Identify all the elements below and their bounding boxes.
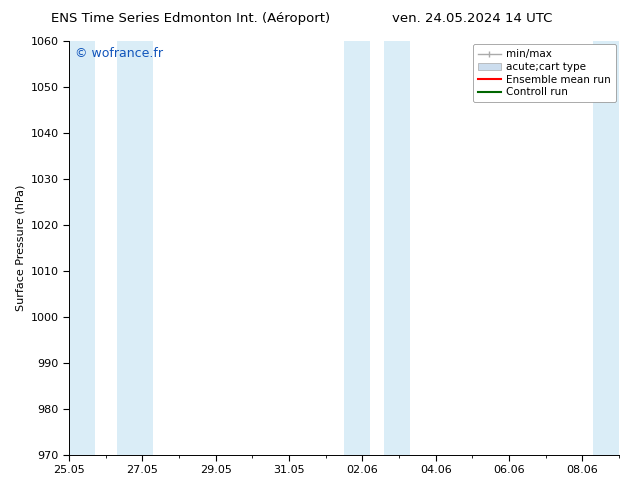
- Bar: [593, 41, 619, 455]
- Y-axis label: Surface Pressure (hPa): Surface Pressure (hPa): [15, 185, 25, 311]
- Text: © wofrance.fr: © wofrance.fr: [75, 47, 162, 60]
- Bar: [69, 41, 94, 455]
- Bar: [344, 41, 370, 455]
- Bar: [117, 41, 153, 455]
- Text: ENS Time Series Edmonton Int. (Aéroport): ENS Time Series Edmonton Int. (Aéroport): [51, 12, 330, 25]
- Legend: min/max, acute;cart type, Ensemble mean run, Controll run: min/max, acute;cart type, Ensemble mean …: [472, 44, 616, 102]
- Text: ven. 24.05.2024 14 UTC: ven. 24.05.2024 14 UTC: [392, 12, 552, 25]
- Bar: [384, 41, 410, 455]
